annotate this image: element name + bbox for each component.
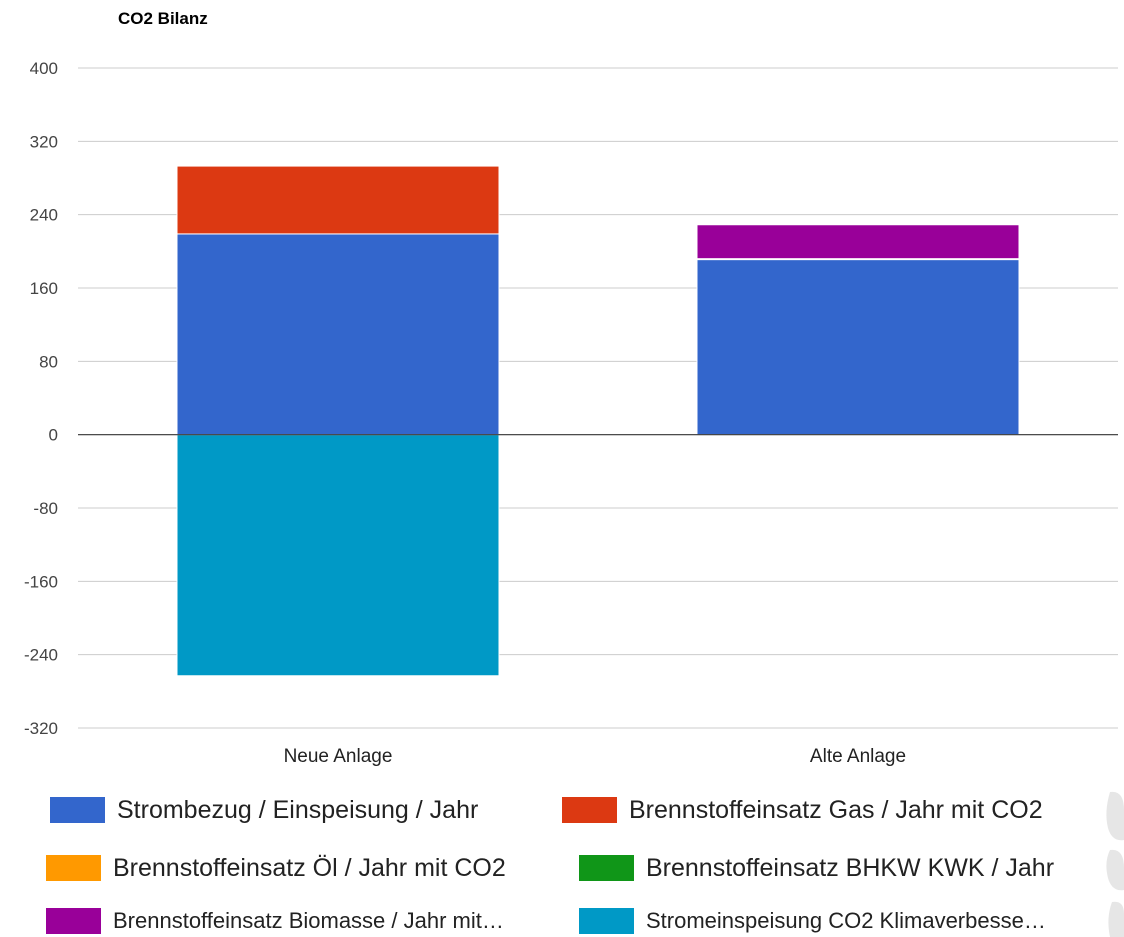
legend-swatch xyxy=(50,797,105,823)
y-tick-label: 0 xyxy=(49,426,58,445)
y-tick-label: 320 xyxy=(30,132,58,151)
y-tick-label: -80 xyxy=(33,499,58,518)
bar-segment[interactable] xyxy=(696,259,1020,436)
y-tick-label: 400 xyxy=(30,59,58,78)
legend-label: Brennstoffeinsatz Gas / Jahr mit CO2 xyxy=(629,795,1043,824)
y-tick-label: 160 xyxy=(30,279,58,298)
legend-swatch xyxy=(562,797,617,823)
legend-item[interactable]: Brennstoffeinsatz BHKW KWK / Jahr xyxy=(579,854,1089,882)
legend-label: Strombezug / Einspeisung / Jahr xyxy=(117,795,479,824)
legend-swatch xyxy=(46,855,101,881)
bar-segment[interactable] xyxy=(176,434,500,677)
legend-label: Brennstoffeinsatz Öl / Jahr mit CO2 xyxy=(113,853,506,882)
y-tick-label: -160 xyxy=(24,572,58,591)
edge-decoration xyxy=(1106,791,1124,937)
legend-label: Brennstoffeinsatz BHKW KWK / Jahr xyxy=(646,853,1055,882)
bar-segment[interactable] xyxy=(176,165,500,235)
legend-item[interactable]: Brennstoffeinsatz Öl / Jahr mit CO2 xyxy=(46,854,546,882)
bar-segment[interactable] xyxy=(176,233,500,436)
chart-title: CO2 Bilanz xyxy=(118,9,208,28)
bar-segment[interactable] xyxy=(696,224,1020,260)
legend-label: Stromeinspeisung CO2 Klimaverbesse… xyxy=(646,908,1046,933)
y-axis-labels: 400 320 240 160 80 0 -80 -160 -240 -320 xyxy=(24,59,58,738)
legend-swatch xyxy=(579,908,634,934)
y-tick-label: 80 xyxy=(39,352,58,371)
legend-item[interactable]: Strombezug / Einspeisung / Jahr xyxy=(50,796,550,824)
y-tick-label: -320 xyxy=(24,719,58,738)
legend-item[interactable]: Brennstoffeinsatz Biomasse / Jahr mit… xyxy=(46,907,556,935)
legend-item[interactable]: Brennstoffeinsatz Gas / Jahr mit CO2 xyxy=(562,796,1102,824)
legend-swatch xyxy=(579,855,634,881)
legend-item[interactable]: Stromeinspeisung CO2 Klimaverbesse… xyxy=(579,907,1094,935)
bars xyxy=(78,165,1118,677)
legend-swatch xyxy=(46,908,101,934)
x-tick-label: Neue Anlage xyxy=(284,746,393,767)
y-tick-label: -240 xyxy=(24,646,58,665)
y-tick-label: 240 xyxy=(30,206,58,225)
x-tick-label: Alte Anlage xyxy=(810,746,906,767)
x-axis-labels: Neue Anlage Alte Anlage xyxy=(284,746,906,767)
legend-label: Brennstoffeinsatz Biomasse / Jahr mit… xyxy=(113,908,504,933)
